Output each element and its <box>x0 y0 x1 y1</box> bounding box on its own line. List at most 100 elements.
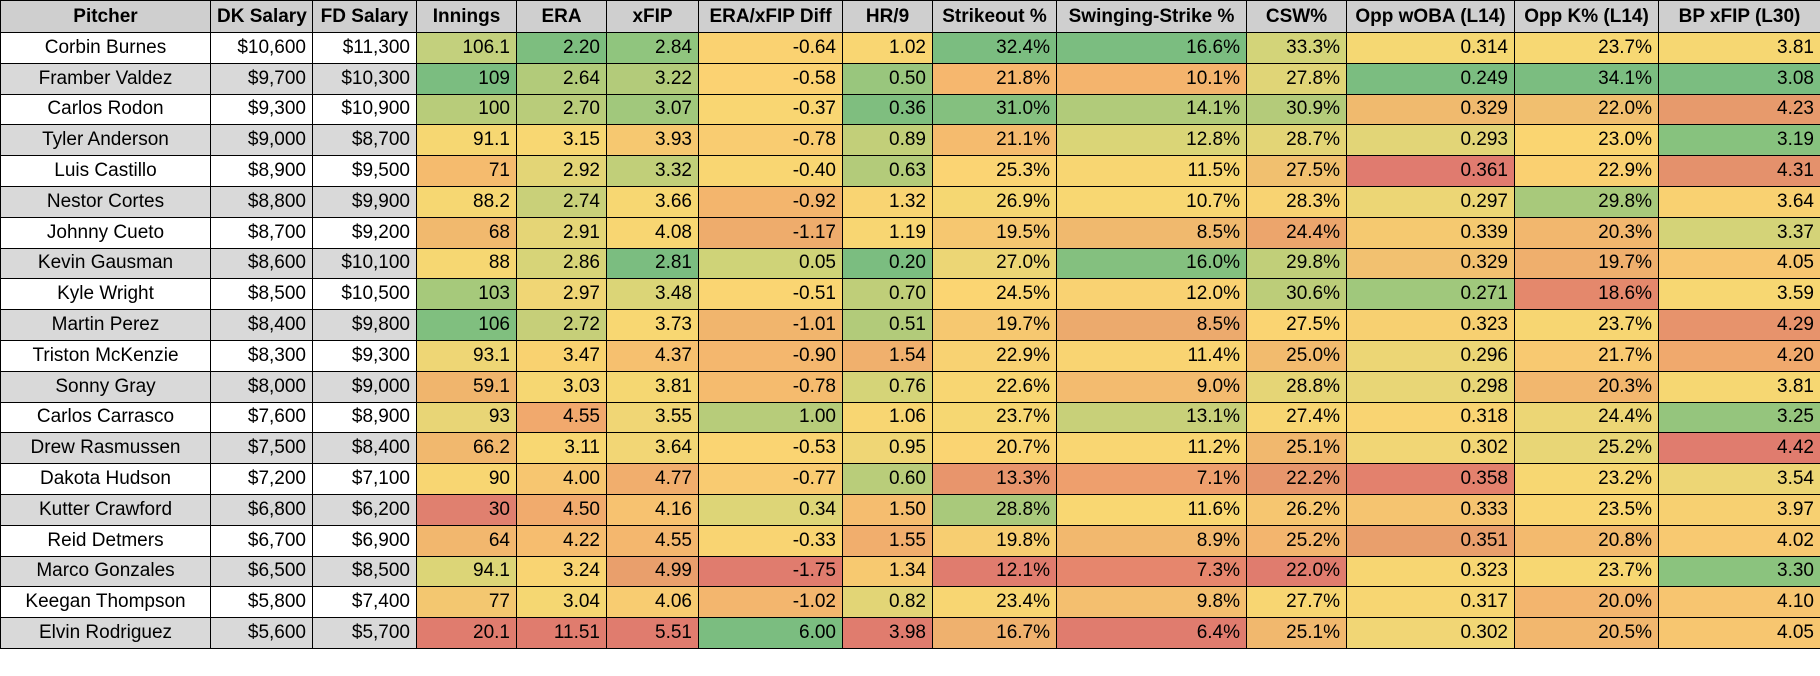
cell-hr-9[interactable]: 0.36 <box>842 93 933 126</box>
cell-fd-salary[interactable]: $9,200 <box>312 216 417 249</box>
cell-era[interactable]: 3.24 <box>516 555 607 588</box>
cell-opp-woba-l14[interactable]: 0.329 <box>1346 247 1515 280</box>
cell-csw-pct[interactable]: 25.2% <box>1246 524 1347 557</box>
cell-xfip[interactable]: 3.66 <box>606 185 699 218</box>
cell-hr-9[interactable]: 0.89 <box>842 124 933 157</box>
cell-swinging-strike-pct[interactable]: 13.1% <box>1056 401 1247 434</box>
cell-strikeout-pct[interactable]: 20.7% <box>932 432 1057 465</box>
cell-xfip[interactable]: 4.99 <box>606 555 699 588</box>
cell-era[interactable]: 2.86 <box>516 247 607 280</box>
cell-strikeout-pct[interactable]: 12.1% <box>932 555 1057 588</box>
cell-era[interactable]: 11.51 <box>516 617 607 649</box>
cell-pitcher[interactable]: Marco Gonzales <box>0 555 211 588</box>
cell-hr-9[interactable]: 1.06 <box>842 401 933 434</box>
cell-innings[interactable]: 88.2 <box>416 185 517 218</box>
cell-era[interactable]: 3.11 <box>516 432 607 465</box>
cell-era[interactable]: 3.03 <box>516 370 607 403</box>
cell-era-xfip-diff[interactable]: 6.00 <box>698 617 843 649</box>
cell-xfip[interactable]: 3.48 <box>606 278 699 311</box>
cell-dk-salary[interactable]: $6,500 <box>210 555 313 588</box>
cell-csw-pct[interactable]: 27.5% <box>1246 309 1347 341</box>
cell-opp-woba-l14[interactable]: 0.323 <box>1346 555 1515 588</box>
cell-pitcher[interactable]: Drew Rasmussen <box>0 432 211 465</box>
cell-dk-salary[interactable]: $6,700 <box>210 524 313 557</box>
cell-strikeout-pct[interactable]: 19.7% <box>932 309 1057 341</box>
cell-era-xfip-diff[interactable]: 0.34 <box>698 493 843 526</box>
cell-opp-woba-l14[interactable]: 0.297 <box>1346 185 1515 218</box>
cell-csw-pct[interactable]: 28.8% <box>1246 370 1347 403</box>
cell-pitcher[interactable]: Corbin Burnes <box>0 32 211 64</box>
cell-fd-salary[interactable]: $10,300 <box>312 62 417 95</box>
cell-era[interactable]: 3.04 <box>516 586 607 619</box>
cell-bp-xfip-l30[interactable]: 3.81 <box>1658 370 1820 403</box>
cell-fd-salary[interactable]: $9,800 <box>312 309 417 341</box>
cell-era[interactable]: 2.74 <box>516 185 607 218</box>
cell-era[interactable]: 3.15 <box>516 124 607 157</box>
cell-dk-salary[interactable]: $8,500 <box>210 278 313 311</box>
cell-bp-xfip-l30[interactable]: 4.31 <box>1658 155 1820 187</box>
cell-pitcher[interactable]: Kyle Wright <box>0 278 211 311</box>
cell-hr-9[interactable]: 0.95 <box>842 432 933 465</box>
cell-bp-xfip-l30[interactable]: 4.05 <box>1658 617 1820 649</box>
cell-fd-salary[interactable]: $11,300 <box>312 32 417 64</box>
cell-era-xfip-diff[interactable]: -0.64 <box>698 32 843 64</box>
cell-swinging-strike-pct[interactable]: 7.1% <box>1056 463 1247 495</box>
table-row[interactable]: Carlos Rodon $9,300 $10,900 100 2.70 3.07 -0.3… <box>0 93 1820 126</box>
cell-csw-pct[interactable]: 27.4% <box>1246 401 1347 434</box>
cell-strikeout-pct[interactable]: 24.5% <box>932 278 1057 311</box>
cell-bp-xfip-l30[interactable]: 3.97 <box>1658 493 1820 526</box>
cell-opp-k-pct-l14[interactable]: 22.0% <box>1514 93 1659 126</box>
table-row[interactable]: Martin Perez $8,400 $9,800 106 2.72 3.73 -1.01… <box>0 309 1820 341</box>
cell-era[interactable]: 4.55 <box>516 401 607 434</box>
cell-innings[interactable]: 64 <box>416 524 517 557</box>
cell-era-xfip-diff[interactable]: -0.51 <box>698 278 843 311</box>
cell-bp-xfip-l30[interactable]: 3.64 <box>1658 185 1820 218</box>
cell-dk-salary[interactable]: $8,400 <box>210 309 313 341</box>
table-row[interactable]: Drew Rasmussen $7,500 $8,400 66.2 3.11 3.64 -0… <box>0 432 1820 465</box>
cell-xfip[interactable]: 4.06 <box>606 586 699 619</box>
cell-era-xfip-diff[interactable]: 0.05 <box>698 247 843 280</box>
cell-swinging-strike-pct[interactable]: 11.4% <box>1056 339 1247 372</box>
cell-dk-salary[interactable]: $8,000 <box>210 370 313 403</box>
cell-era-xfip-diff[interactable]: -0.58 <box>698 62 843 95</box>
cell-fd-salary[interactable]: $8,700 <box>312 124 417 157</box>
cell-opp-k-pct-l14[interactable]: 22.9% <box>1514 155 1659 187</box>
column-header-swinging-strike-pct[interactable]: Swinging-Strike % <box>1056 0 1247 33</box>
cell-dk-salary[interactable]: $5,600 <box>210 617 313 649</box>
cell-bp-xfip-l30[interactable]: 4.42 <box>1658 432 1820 465</box>
cell-strikeout-pct[interactable]: 22.6% <box>932 370 1057 403</box>
cell-hr-9[interactable]: 0.50 <box>842 62 933 95</box>
cell-era-xfip-diff[interactable]: -0.33 <box>698 524 843 557</box>
cell-xfip[interactable]: 3.55 <box>606 401 699 434</box>
cell-era[interactable]: 2.64 <box>516 62 607 95</box>
cell-hr-9[interactable]: 1.34 <box>842 555 933 588</box>
cell-bp-xfip-l30[interactable]: 4.20 <box>1658 339 1820 372</box>
cell-opp-k-pct-l14[interactable]: 21.7% <box>1514 339 1659 372</box>
cell-strikeout-pct[interactable]: 13.3% <box>932 463 1057 495</box>
column-header-strikeout-pct[interactable]: Strikeout % <box>932 0 1057 33</box>
cell-csw-pct[interactable]: 28.3% <box>1246 185 1347 218</box>
cell-pitcher[interactable]: Kutter Crawford <box>0 493 211 526</box>
cell-pitcher[interactable]: Framber Valdez <box>0 62 211 95</box>
cell-strikeout-pct[interactable]: 19.5% <box>932 216 1057 249</box>
cell-innings[interactable]: 103 <box>416 278 517 311</box>
table-row[interactable]: Kevin Gausman $8,600 $10,100 88 2.86 2.81 0.05… <box>0 247 1820 280</box>
cell-dk-salary[interactable]: $8,700 <box>210 216 313 249</box>
cell-csw-pct[interactable]: 33.3% <box>1246 32 1347 64</box>
cell-opp-k-pct-l14[interactable]: 24.4% <box>1514 401 1659 434</box>
cell-csw-pct[interactable]: 25.0% <box>1246 339 1347 372</box>
cell-opp-k-pct-l14[interactable]: 23.7% <box>1514 309 1659 341</box>
cell-innings[interactable]: 93 <box>416 401 517 434</box>
cell-strikeout-pct[interactable]: 23.4% <box>932 586 1057 619</box>
cell-pitcher[interactable]: Tyler Anderson <box>0 124 211 157</box>
cell-swinging-strike-pct[interactable]: 10.7% <box>1056 185 1247 218</box>
column-header-bp-xfip-l30[interactable]: BP xFIP (L30) <box>1658 0 1820 33</box>
cell-hr-9[interactable]: 1.55 <box>842 524 933 557</box>
cell-dk-salary[interactable]: $10,600 <box>210 32 313 64</box>
cell-bp-xfip-l30[interactable]: 3.81 <box>1658 32 1820 64</box>
cell-dk-salary[interactable]: $5,800 <box>210 586 313 619</box>
cell-strikeout-pct[interactable]: 32.4% <box>932 32 1057 64</box>
cell-pitcher[interactable]: Carlos Carrasco <box>0 401 211 434</box>
column-header-opp-woba-l14[interactable]: Opp wOBA (L14) <box>1346 0 1515 33</box>
cell-pitcher[interactable]: Martin Perez <box>0 309 211 341</box>
